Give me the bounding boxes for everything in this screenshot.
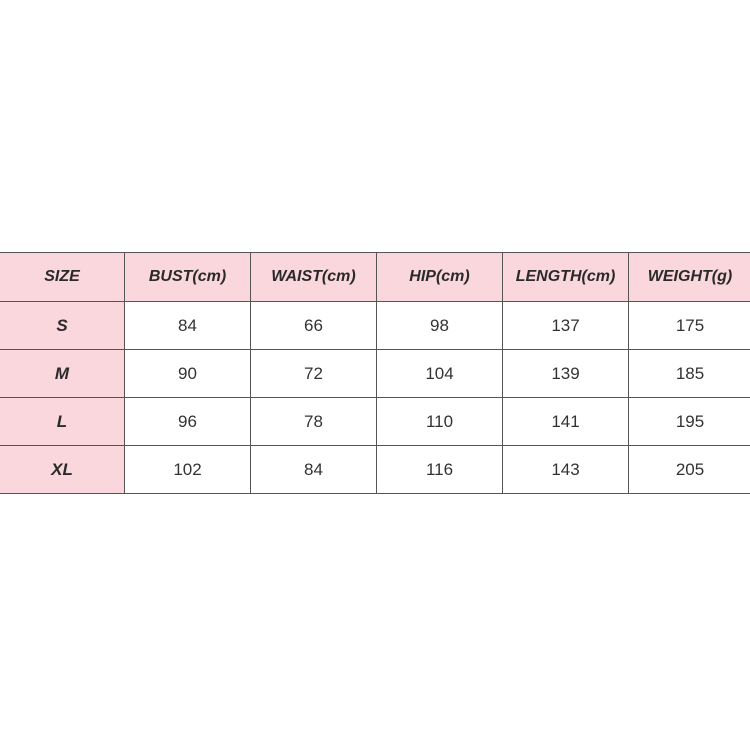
header-weight: WEIGHT(g) [628, 252, 750, 302]
header-size: SIZE [0, 252, 125, 302]
cell-hip: 116 [376, 445, 503, 494]
header-length: LENGTH(cm) [502, 252, 629, 302]
cell-waist: 84 [250, 445, 377, 494]
cell-waist: 78 [250, 397, 377, 446]
cell-weight: 205 [628, 445, 750, 494]
header-waist: WAIST(cm) [250, 252, 377, 302]
header-bust: BUST(cm) [124, 252, 251, 302]
size-chart-table: SIZE BUST(cm) WAIST(cm) HIP(cm) LENGTH(c… [0, 252, 750, 494]
cell-weight: 175 [628, 301, 750, 350]
table-row: S 84 66 98 137 175 [0, 301, 750, 350]
cell-bust: 84 [124, 301, 251, 350]
table-row: XL 102 84 116 143 205 [0, 445, 750, 494]
cell-length: 137 [502, 301, 629, 350]
cell-waist: 72 [250, 349, 377, 398]
cell-size: L [0, 397, 125, 446]
cell-hip: 104 [376, 349, 503, 398]
cell-length: 141 [502, 397, 629, 446]
cell-hip: 98 [376, 301, 503, 350]
cell-weight: 195 [628, 397, 750, 446]
cell-bust: 90 [124, 349, 251, 398]
cell-bust: 96 [124, 397, 251, 446]
cell-waist: 66 [250, 301, 377, 350]
cell-weight: 185 [628, 349, 750, 398]
table-row: M 90 72 104 139 185 [0, 349, 750, 398]
table-row: L 96 78 110 141 195 [0, 397, 750, 446]
header-row: SIZE BUST(cm) WAIST(cm) HIP(cm) LENGTH(c… [0, 252, 750, 302]
cell-length: 139 [502, 349, 629, 398]
cell-hip: 110 [376, 397, 503, 446]
header-hip: HIP(cm) [376, 252, 503, 302]
cell-size: S [0, 301, 125, 350]
cell-size: M [0, 349, 125, 398]
cell-length: 143 [502, 445, 629, 494]
cell-bust: 102 [124, 445, 251, 494]
cell-size: XL [0, 445, 125, 494]
